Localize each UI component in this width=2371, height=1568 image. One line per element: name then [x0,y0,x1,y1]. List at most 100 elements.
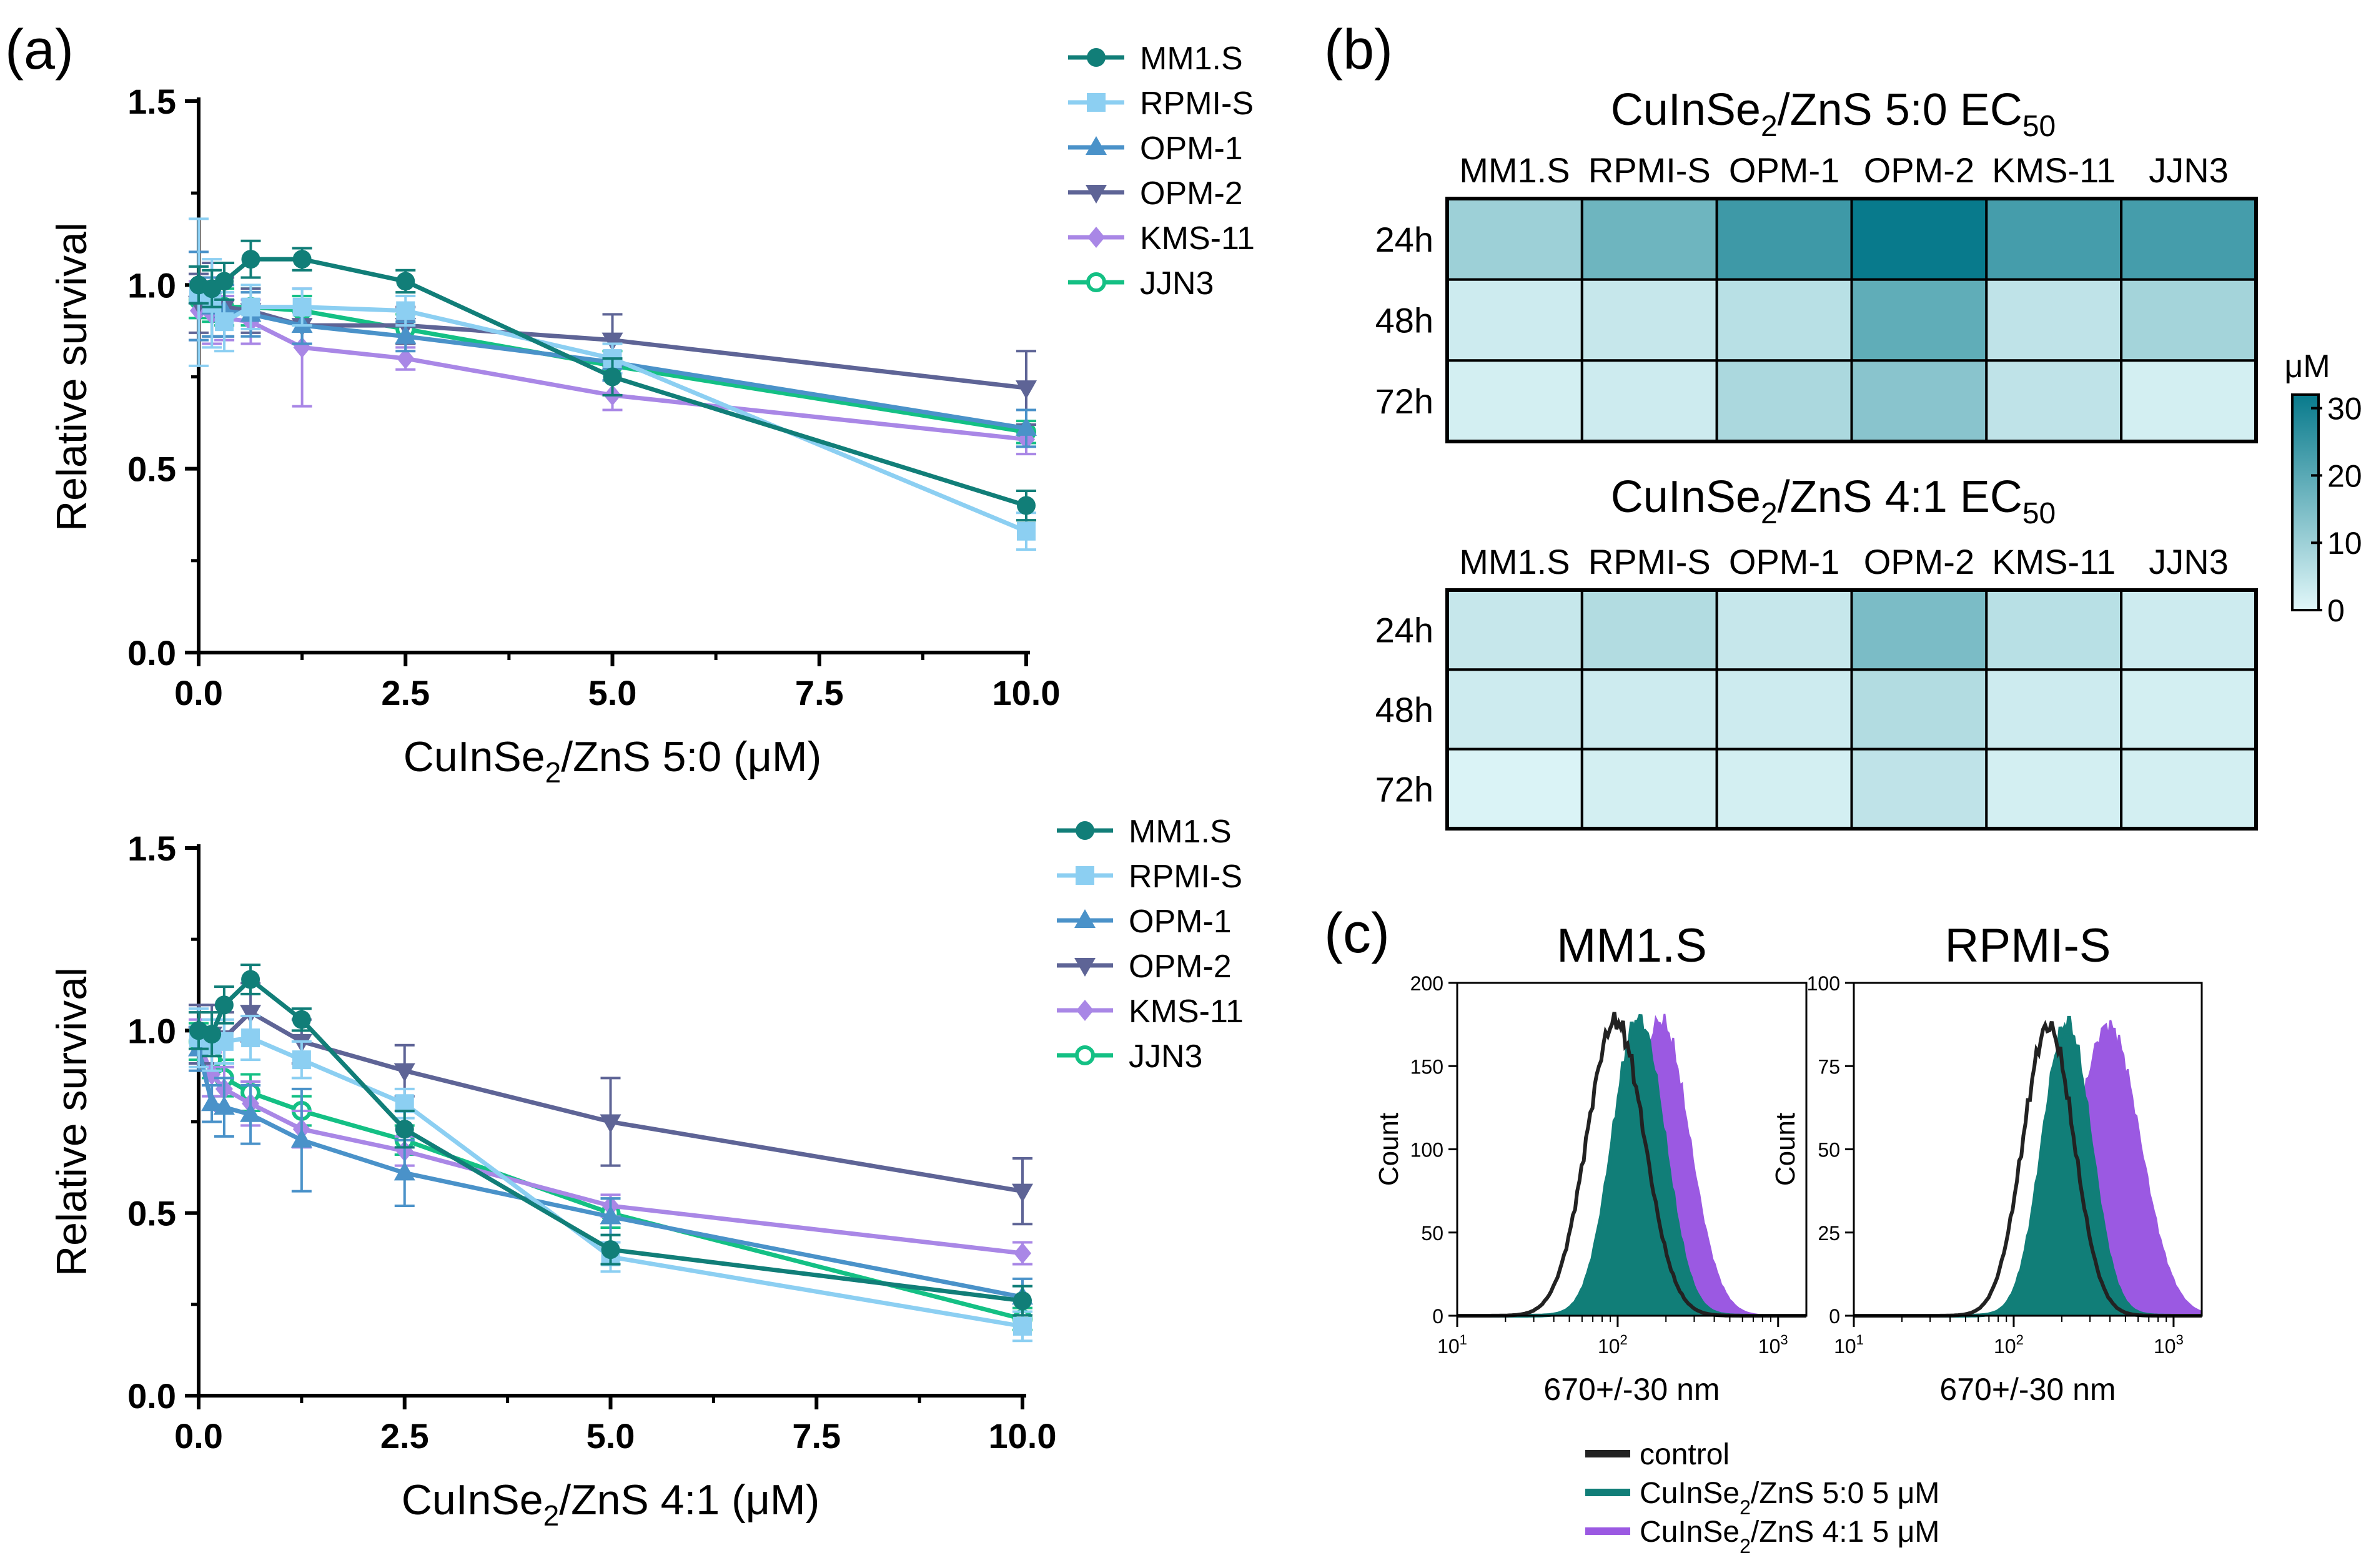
heatmap-border [1445,197,2258,443]
data-point [394,1161,415,1181]
legend-marker [1086,136,1107,155]
row-label: 24h [1375,611,1433,650]
y-tick-label: 100 [1807,972,1840,995]
heatmap-cell [1446,589,1583,671]
histogram-title: MM1.S [1557,919,1707,972]
legend-item: KMS-11 [1068,220,1255,257]
ec50-heatmap-5-0: CuInSe2/ZnS 5:0 EC50 MM1.S RPMI-S OPM-1 OPM-… [1375,85,2258,443]
column-label: OPM-1 [1729,542,1839,581]
legend-label: control [1640,1438,1730,1471]
data-point [292,250,312,269]
heatmap-title: CuInSe2/ZnS 5:0 EC50 [1611,85,2056,143]
legend-label: KMS-11 [1129,994,1244,1030]
x-tick-label: 2.5 [380,1416,429,1456]
data-point [214,995,234,1015]
legend-label: JJN3 [1129,1038,1202,1075]
y-axis-label: Relative survival [48,222,96,531]
x-tick-label: 7.5 [792,1416,841,1456]
heatmap-cell [1580,359,1718,443]
legend-item: JJN3 [1068,265,1214,302]
heatmap-cell [1446,668,1583,751]
heatmap-cell [1985,278,2123,362]
legend-marker [1076,821,1094,840]
heatmap-cell [1580,278,1718,362]
legend-label: OPM-1 [1129,904,1232,940]
y-tick-label: 75 [1818,1055,1840,1078]
heatmap-cell [1715,589,1853,671]
heatmap-cell [1985,197,2123,281]
legend-item: MM1.S [1068,41,1243,77]
data-point [1017,521,1036,541]
series-opm-2 [188,982,1033,1226]
heatmap-cell [1715,668,1853,751]
data-point [1017,496,1036,515]
column-label: KMS-11 [1992,150,2116,190]
x-tick-label: 0.0 [174,673,223,713]
data-point [395,1120,414,1139]
column-label: KMS-11 [1992,542,2116,581]
panel-label-a: (a) [5,19,74,81]
column-label: JJN3 [2149,150,2229,190]
heatmap-cell [1985,589,2123,671]
legend-marker [1087,227,1105,248]
data-point [601,332,623,352]
data-point [1014,1242,1031,1264]
legend-item: MM1.S [1057,814,1232,850]
column-label: RPMI-S [1588,542,1711,581]
heatmap-cell [1580,747,1718,830]
heatmap-cell [2120,589,2258,671]
heatmap-cell [2120,278,2258,362]
data-point [241,970,260,989]
legend-marker [1074,958,1096,977]
heatmap-cell [1850,747,1988,830]
column-label: JJN3 [2149,542,2229,581]
x-tick-label: 7.5 [795,673,844,713]
legend-label: OPM-2 [1140,175,1243,212]
data-point [603,367,622,387]
legend-item: RPMI-S [1068,86,1254,122]
data-point [215,312,234,332]
heatmap-cell [1850,278,1988,362]
heatmap-cell [1850,589,1988,671]
histogram-rpmis: RPMI-S 0 25 50 75 100 Count 101 102 103 670+/-30 n… [1770,919,2203,1407]
heatmap-cell [1715,197,1853,281]
heatmap-cell [1985,747,2123,830]
legend-marker [1087,93,1106,112]
heatmap-cell [1446,747,1583,830]
x-tick-label: 5.0 [587,1416,635,1456]
heatmap-cell [2120,747,2258,830]
legend-marker [1076,1000,1094,1021]
y-tick-label: 50 [1818,1139,1840,1161]
histogram-mm1s: MM1.S 0 50 100 150 200 Count 101 102 103 670+/-30 … [1374,919,1808,1407]
legend-marker [1087,48,1106,67]
legend-marker [1086,272,1106,292]
colorbar-tick-label: 20 [2327,458,2362,493]
x-tick-label: 0.0 [174,1416,223,1456]
y-tick-label: 0 [1432,1305,1443,1328]
column-label: OPM-1 [1729,150,1839,190]
x-tick-label: 101 [1834,1332,1864,1358]
y-axis-label: Count [1374,1113,1404,1186]
row-label: 24h [1375,220,1433,259]
column-label: RPMI-S [1588,150,1711,190]
data-point [241,250,260,269]
y-tick-label: 25 [1818,1222,1840,1245]
data-point [397,348,415,370]
row-label: 72h [1375,769,1433,809]
data-point [1012,1183,1033,1203]
histogram-legend-item: CuInSe2/ZnS 5:0 5 μM [1585,1477,1939,1519]
data-point [293,337,311,358]
x-axis-label: 670+/-30 nm [1543,1372,1720,1407]
x-tick-label: 102 [1994,1332,2024,1358]
heatmap-cell [2120,359,2258,443]
y-tick-label: 0.5 [127,1194,176,1233]
y-tick-label: 0.0 [127,1376,176,1416]
data-point [290,1128,312,1148]
x-tick-label: 10.0 [989,1416,1057,1456]
heatmap-cell [1715,278,1853,362]
colorbar-tick-label: 30 [2327,392,2362,427]
colorbar-label: μM [2284,348,2330,385]
x-axis-label: CuInSe2/ZnS 5:0 (μM) [403,733,821,789]
legend-label: MM1.S [1129,814,1232,850]
